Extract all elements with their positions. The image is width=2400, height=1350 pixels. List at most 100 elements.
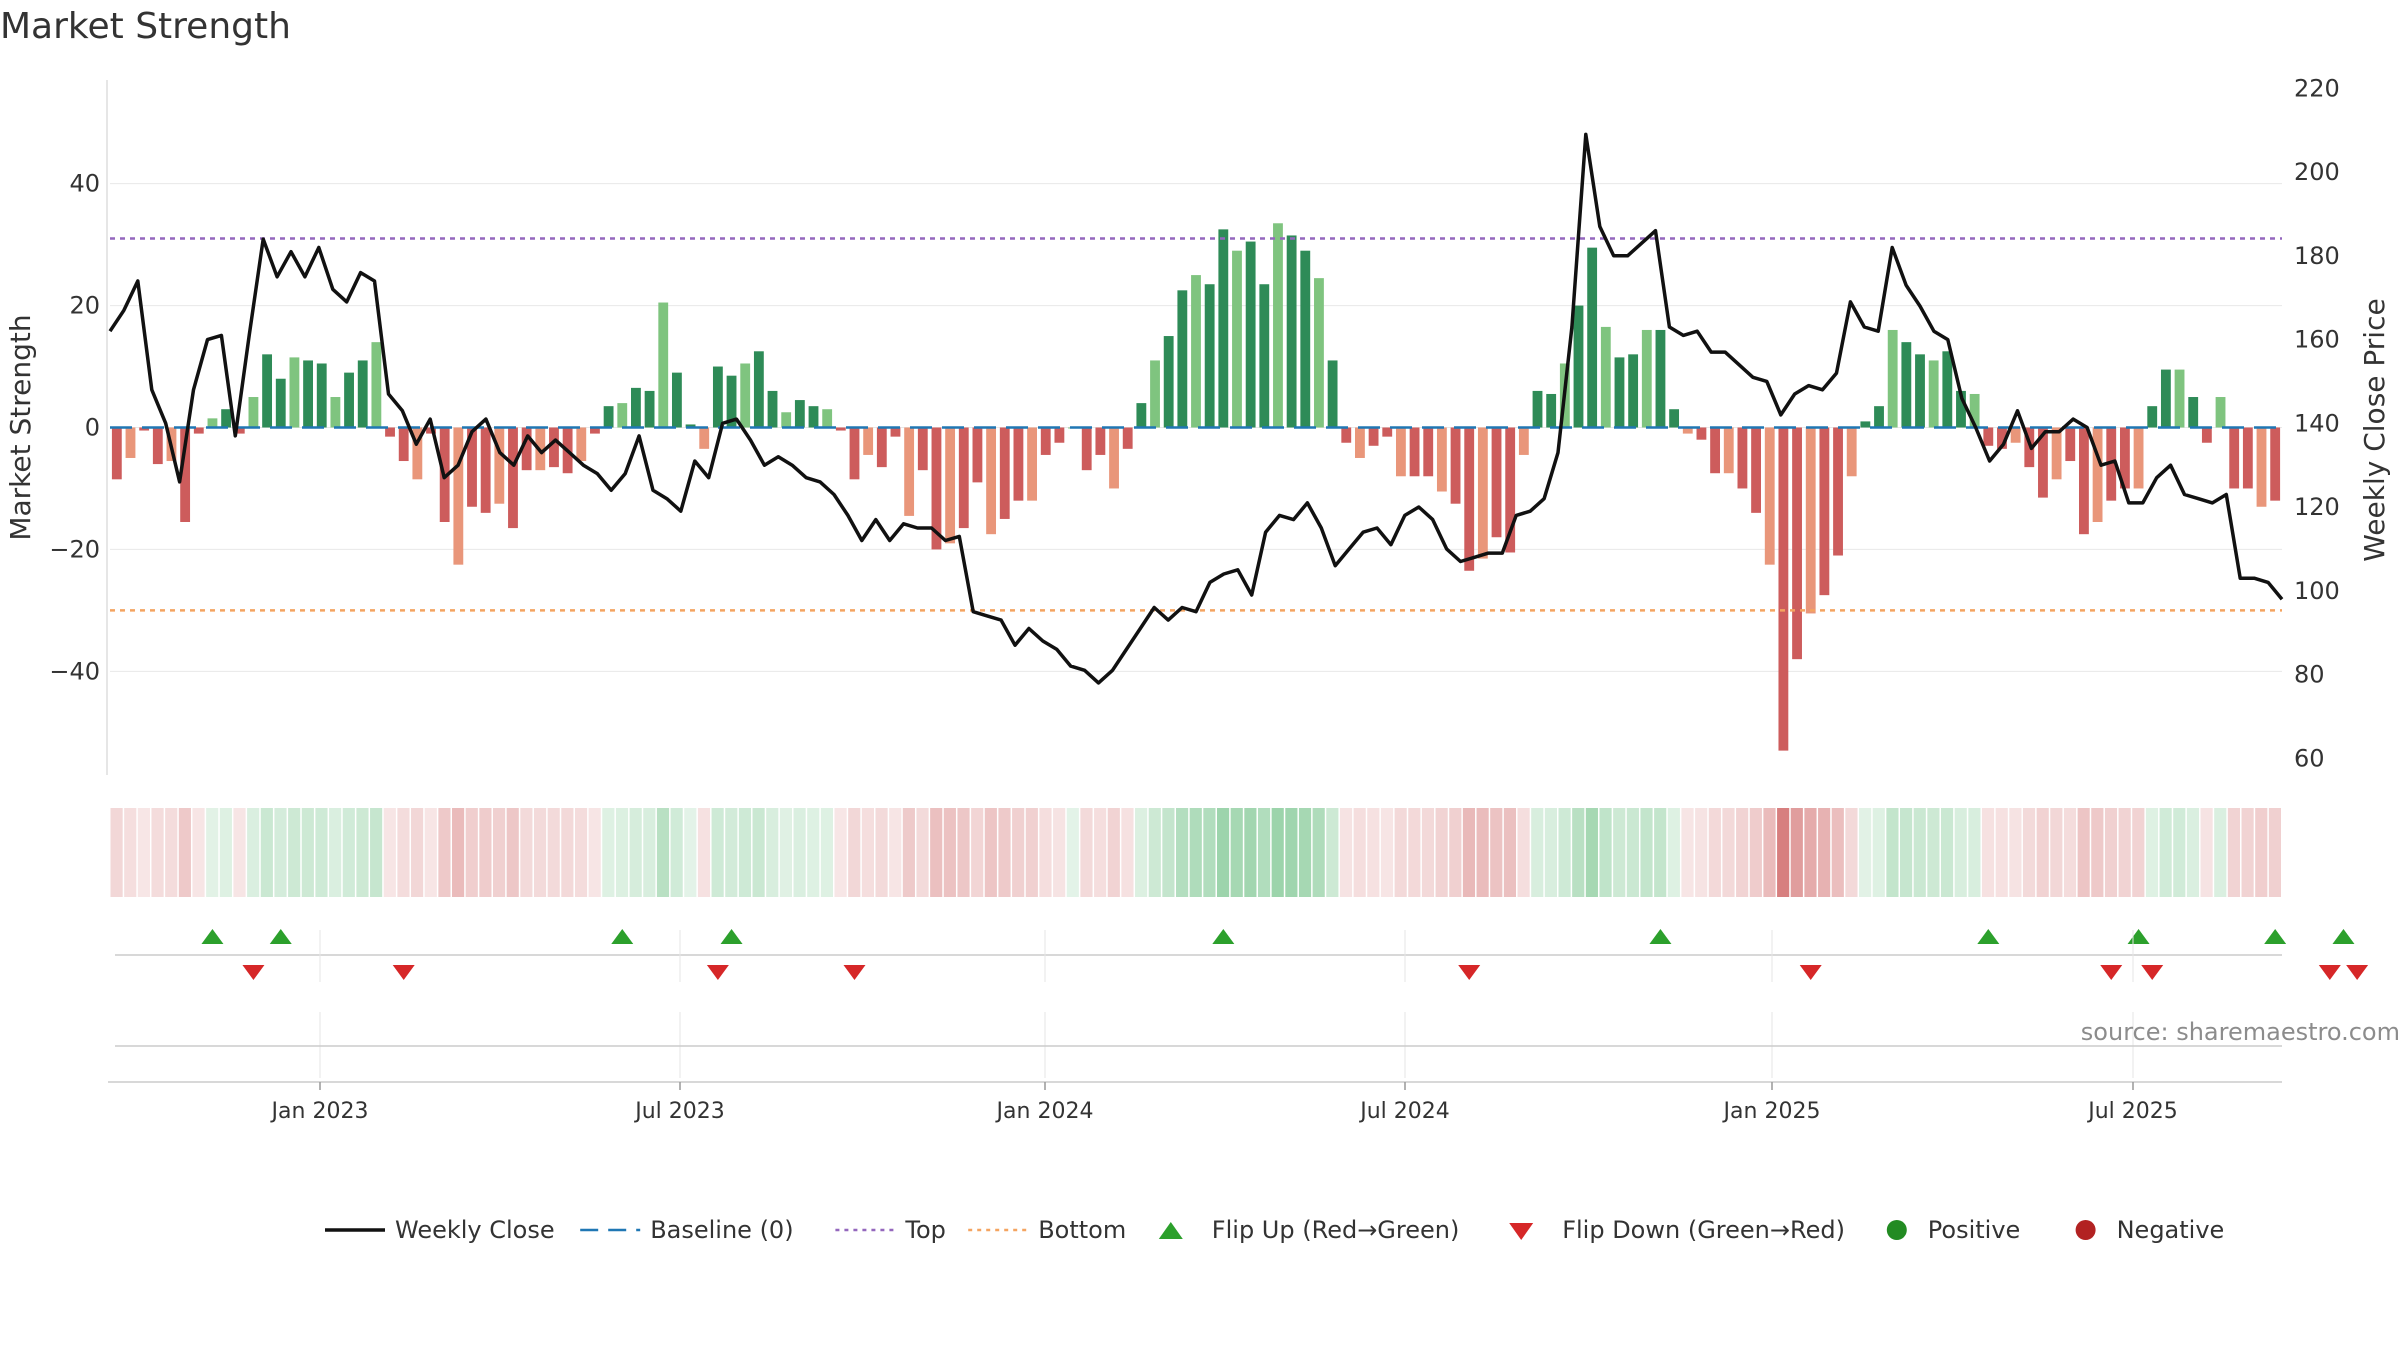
strength-bar [603,406,614,428]
strength-bar [316,363,327,428]
strength-bar [1177,290,1188,428]
strength-bar [590,427,600,434]
heat-strip-cell [1667,808,1680,897]
legend-label: Flip Down (Green→Red) [1562,1216,1845,1244]
heat-strip-cell [1654,808,1667,897]
strength-bar [945,427,956,544]
legend-label: Negative [2117,1216,2225,1244]
strength-bar [917,427,928,471]
heat-strip-cell [1135,808,1148,897]
heat-strip-cell [1326,808,1339,897]
heat-strip-cell [1039,808,1052,897]
heat-strip-cell [930,808,943,897]
heat-strip-cell [2186,808,2200,897]
heat-strip-cell [1203,808,1216,897]
heat-strip-cell [2255,808,2268,897]
strength-bar [2038,427,2048,498]
strength-bar [1518,427,1529,455]
strength-bar [753,351,764,428]
heat-strip-cell [1681,808,1694,897]
y2-tick-label: 100 [2294,577,2340,605]
x-tick-label: Jan 2023 [270,1099,369,1124]
y-tick-label: −20 [49,535,100,563]
strength-bar [467,427,477,507]
flip-up-marker [2264,929,2287,944]
heat-strip-cell [1285,808,1298,897]
heat-strip-cell [260,808,273,897]
legend-label: Top [904,1216,946,1244]
heat-strip-cell [533,808,547,897]
heat-strip-cell [793,808,806,897]
strength-bar [2270,427,2281,501]
heat-strip-cell [889,808,902,897]
strength-bar [1764,427,1775,565]
strength-bar [1587,247,1598,428]
y2-tick-label: 200 [2294,158,2340,186]
strength-bar [1218,229,1229,428]
heat-strip-cell [1025,808,1038,897]
heat-strip-cell [1449,808,1462,897]
flip-up-marker [1977,929,2000,944]
source-credit: source: sharemaestro.com [2080,1018,2400,1046]
strength-bar [1095,427,1106,455]
heat-strip-cell [219,808,232,897]
heat-strip-cell [2050,808,2063,897]
x-tick-label: Jul 2023 [633,1099,725,1124]
strength-bar [1259,284,1270,428]
heat-strip-cell [178,808,191,897]
strength-bar [1109,427,1119,489]
strength-bar [1696,427,1707,440]
heat-strip-cell [766,808,779,897]
strength-bar [1573,305,1584,428]
strength-bar [480,427,491,513]
heat-strip-cell [192,808,205,897]
legend-label: Bottom [1038,1216,1126,1244]
strength-bar [1901,342,1912,428]
heat-strip-cell [1435,808,1448,897]
strength-bar [863,427,874,455]
strength-bar [549,427,559,468]
legend-item: Weekly Close [325,1216,555,1244]
heat-strip-cell [1080,808,1093,897]
heat-strip-cell [1626,808,1639,897]
heat-strip-cell [1094,808,1107,897]
heat-strip-cell [2036,808,2049,897]
y2-tick-label: 160 [2294,326,2340,354]
strength-bar [1314,278,1324,428]
strength-bar [2229,427,2240,489]
heat-strip-cell [356,808,369,897]
heat-strip-cell [1216,808,1230,897]
legend-swatch-circle [1886,1220,1907,1240]
strength-bar [849,427,860,480]
heat-strip-cell [656,808,670,897]
heat-strip-cell [1176,808,1189,897]
strength-bar [1136,403,1147,428]
strength-bar [398,427,409,462]
strength-bar [1382,427,1393,437]
chart-title: Market Strength [0,6,291,47]
y-tick-label: −40 [49,657,100,685]
strength-bar [344,372,354,428]
strength-bar [931,427,942,550]
heat-strip-cell [902,808,915,897]
heat-strip-cell [2077,808,2090,897]
heat-strip-cell [2159,808,2172,897]
strength-bar [1163,336,1174,428]
strength-bar [1395,427,1406,477]
y-tick-label: 40 [69,170,100,198]
flip-down-marker [843,965,866,980]
heat-strip-cell [1845,808,1858,897]
heat-strip-cell [2268,808,2281,897]
heat-strip-cell [2173,808,2186,897]
heat-strip-cell [834,808,847,897]
heat-strip-cell [1490,808,1503,897]
heat-strip-cell [1859,808,1872,897]
strength-bar [1655,329,1666,428]
strength-bar [2242,427,2253,489]
legend-item: Negative [2075,1216,2225,1244]
strength-bar [644,390,655,428]
strength-bar [2160,369,2171,428]
strength-bar [1600,326,1611,428]
heat-strip-cell [1585,808,1598,897]
heat-strip-cell [206,808,219,897]
